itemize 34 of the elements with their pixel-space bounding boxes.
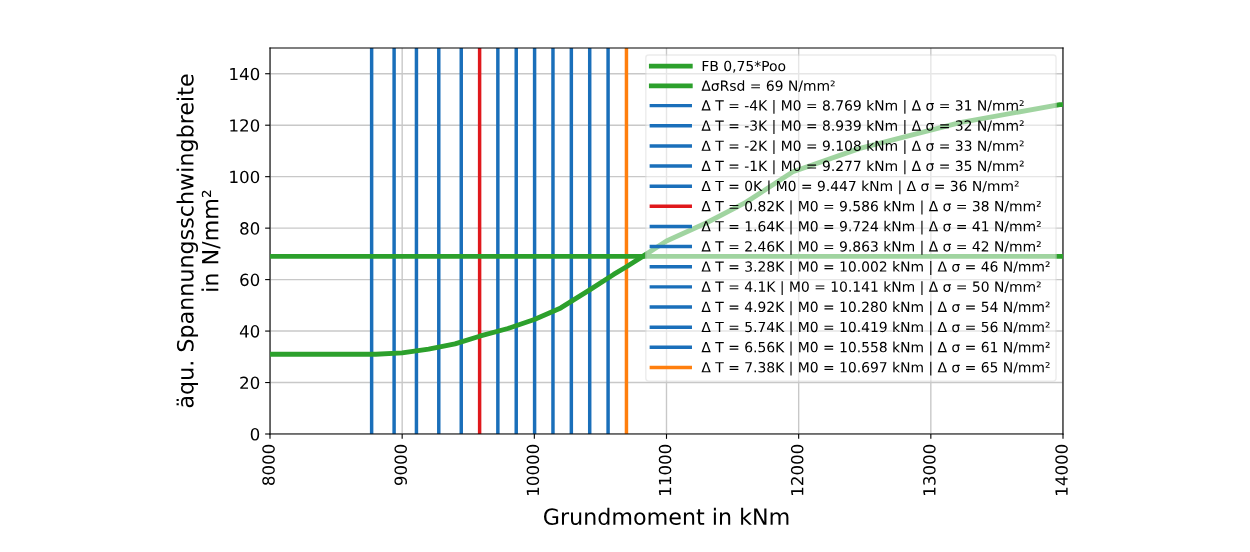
y-tick-label: 0 [250, 427, 260, 441]
legend-label: Δ T = 3.28K | M0 = 10.002 kNm | Δ σ = 46 N/mm² [701, 260, 1050, 275]
y-tick-label: 20 [240, 376, 260, 390]
y-tick-label: 80 [240, 222, 260, 235]
x-tick-label: 10000 [526, 444, 540, 495]
y-tick-label: 120 [230, 119, 260, 132]
legend-label: Δ T = 4.1K | M0 = 10.141 kNm | Δ σ = 50 N/mm² [701, 281, 1041, 296]
legend-label: Δ T = 0.82K | M0 = 9.586 kNm | Δ σ = 38 N/mm² [701, 200, 1041, 215]
legend-label: Δ T = 6.56K | M0 = 10.558 kNm | Δ σ = 61 N/mm² [701, 341, 1050, 356]
x-tick-label: 14000 [1055, 444, 1068, 495]
line-series [270, 102, 1063, 357]
x-tick-label: 13000 [923, 444, 936, 495]
y-axis-title: äqu. Spannungsschwingbreite in N/mm² [176, 74, 221, 408]
legend-label: Δ T = 1.64K | M0 = 9.724 kNm | Δ σ = 41 N/mm² [701, 220, 1041, 235]
legend-label: Δ T = -4K | M0 = 8.769 kNm | Δ σ = 31 N/mm² [701, 99, 1024, 114]
x-axis-title: Grundmoment in kNm [543, 507, 789, 526]
legend-label: Δ T = 5.74K | M0 = 10.419 kNm | Δ σ = 56 N/mm² [701, 321, 1050, 336]
legend-label: Δ T = 4.92K | M0 = 10.280 kNm | Δ σ = 54 N/mm² [701, 301, 1050, 316]
y-tick-label: 40 [239, 325, 260, 338]
legend-label: Δ T = 7.38K | M0 = 10.697 kNm | Δ σ = 65 N/mm² [701, 361, 1050, 376]
legend-label: Δ T = -2K | M0 = 9.108 kNm | Δ σ = 33 N/mm² [701, 140, 1024, 155]
y-tick-label: 100 [230, 170, 260, 184]
y-tick-label: 60 [240, 273, 260, 287]
y-tick-label: 140 [230, 67, 260, 81]
legend-label: Δ T = -3K | M0 = 8.939 kNm | Δ σ = 32 N/mm² [701, 120, 1024, 134]
legend-label: FB 0,75*Poo [702, 60, 786, 73]
x-tick-label: 11000 [658, 444, 672, 495]
legend-label: Δ T = 0K | M0 = 9.447 kNm | Δ σ = 36 N/mm² [701, 180, 1019, 195]
legend-label: ΔσRsd = 69 N/mm² [701, 80, 835, 93]
legend-label: Δ T = -1K | M0 = 9.277 kNm | Δ σ = 35 N/mm² [701, 160, 1024, 175]
x-tick-label: 12000 [790, 444, 804, 495]
legend-label: Δ T = 2.46K | M0 = 9.863 kNm | Δ σ = 42 N/mm² [701, 240, 1041, 255]
x-tick-label: 8000 [262, 444, 275, 486]
x-tick-label: 9000 [394, 444, 407, 486]
